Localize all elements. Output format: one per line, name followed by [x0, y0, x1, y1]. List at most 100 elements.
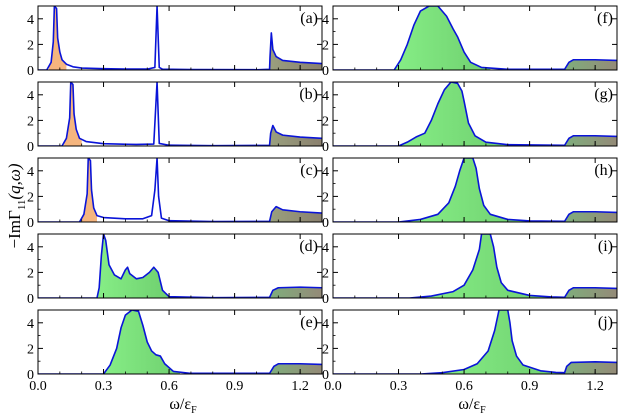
panel-e-fill-1 — [269, 363, 322, 374]
panel-e-label: (e) — [300, 314, 318, 331]
panel-h-curve — [333, 158, 617, 222]
x-tick-label: 0.3 — [95, 379, 113, 394]
panel-g-curve — [333, 82, 617, 146]
y-tick-label: 0 — [27, 140, 34, 155]
panel-h-frame — [332, 157, 618, 223]
panel-d-frame — [37, 233, 323, 299]
panel-g: 0 2 4 (g) — [322, 81, 618, 155]
y-axis-label-main: −ImΓ — [5, 210, 24, 248]
panel-j-curve — [333, 310, 617, 374]
panel-j-label: (j) — [598, 314, 613, 331]
panel-f-fill-1 — [564, 59, 617, 70]
x-tick-label: 1.2 — [291, 379, 309, 394]
y-tick-label: 0 — [322, 64, 329, 79]
x-tick-label: 1.2 — [586, 379, 604, 394]
y-tick-label: 4 — [27, 89, 34, 104]
y-tick-label: 4 — [27, 13, 34, 28]
panel-b-fill-0 — [64, 82, 82, 146]
y-tick-label: 4 — [322, 241, 329, 256]
panel-f-fill-0 — [394, 6, 491, 70]
panel-e-frame — [37, 309, 323, 375]
x-tick-label: 0.9 — [521, 379, 539, 394]
x-tick-label: 0.6 — [455, 379, 473, 394]
x-axis-label-right: ω/εF — [458, 396, 486, 416]
x-tick-label: 0.3 — [390, 379, 408, 394]
y-tick-label: 0 — [27, 292, 34, 307]
panel-j-fill-1 — [564, 361, 617, 374]
y-tick-label: 0 — [322, 368, 329, 383]
panel-i-curve — [333, 234, 617, 298]
panel-f-frame — [332, 5, 618, 71]
panel-i-frame — [332, 233, 618, 299]
y-tick-label: 2 — [322, 38, 329, 53]
panel-i-fill-0 — [420, 234, 552, 298]
panel-g-label: (g) — [594, 86, 613, 103]
y-tick-label: 0 — [27, 216, 34, 231]
panel-b-curve — [38, 82, 322, 146]
svg-text:−ImΓ11(q,ω): −ImΓ11(q,ω) — [5, 163, 28, 248]
panel-d-label: (d) — [299, 238, 318, 255]
y-tick-label: 2 — [27, 342, 34, 357]
panel-j: 0 2 4 0.0 0.3 0.6 0.9 1.2 (j) — [322, 309, 618, 394]
y-tick-label: 4 — [27, 165, 34, 180]
y-tick-label: 2 — [322, 114, 329, 129]
y-tick-label: 2 — [27, 114, 34, 129]
y-tick-label: 4 — [322, 165, 329, 180]
y-tick-label: 4 — [322, 89, 329, 104]
panel-h-fill-0 — [409, 158, 530, 222]
y-tick-label: 0 — [322, 216, 329, 231]
panel-j-fill-0 — [431, 310, 563, 374]
y-tick-label: 2 — [322, 342, 329, 357]
panel-d: 0 2 4 (d) — [27, 233, 323, 307]
panel-b-frame — [37, 81, 323, 147]
y-tick-label: 0 — [322, 140, 329, 155]
panel-c-curve — [38, 158, 322, 222]
panel-f: 0 2 4 (f) — [322, 5, 618, 79]
panel-a-frame — [37, 5, 323, 71]
y-tick-label: 0 — [27, 368, 34, 383]
panel-b: 0 2 4 (b) — [27, 81, 323, 155]
y-tick-label: 4 — [27, 317, 34, 332]
panels-group: 0 2 4 (a) 0 2 4 (b) 0 2 4 (c) 0 2 4 (d) 0 2 4 0.0 0.3 0.6 0.9 1… — [27, 5, 618, 394]
y-tick-label: 2 — [27, 38, 34, 53]
x-tick-label: 0.0 — [29, 379, 47, 394]
panel-h-fill-1 — [564, 211, 617, 222]
x-tick-label: 0.0 — [324, 379, 342, 394]
y-tick-label: 2 — [322, 266, 329, 281]
panel-d-curve — [38, 234, 322, 298]
panel-i-label: (i) — [598, 238, 613, 255]
panel-i: 0 2 4 (i) — [322, 233, 618, 307]
panel-c-fill-1 — [269, 206, 322, 222]
x-tick-label: 0.9 — [226, 379, 244, 394]
panel-i-fill-1 — [564, 287, 617, 298]
y-axis-label-args: (q,ω) — [5, 163, 24, 199]
y-tick-label: 0 — [322, 292, 329, 307]
y-tick-label: 4 — [27, 241, 34, 256]
x-tick-label: 0.6 — [160, 379, 178, 394]
x-axis-label-left-main: ω/ε — [169, 396, 191, 413]
panel-f-curve — [333, 6, 617, 70]
y-tick-label: 2 — [27, 266, 34, 281]
y-axis-label-sub: 11 — [16, 200, 28, 211]
panel-d-fill-1 — [269, 287, 322, 298]
panel-g-fill-0 — [398, 82, 508, 146]
x-axis-label-right-sub: F — [480, 405, 486, 416]
panel-c-frame — [37, 157, 323, 223]
y-tick-label: 0 — [27, 64, 34, 79]
x-axis-label-left-sub: F — [191, 405, 197, 416]
panel-a-fill-1 — [269, 32, 322, 70]
x-axis-label-right-main: ω/ε — [458, 396, 480, 413]
panel-a-label: (a) — [300, 10, 318, 27]
panel-b-fill-1 — [269, 125, 322, 146]
y-tick-label: 2 — [322, 190, 329, 205]
y-tick-label: 4 — [322, 317, 329, 332]
panel-g-fill-1 — [564, 135, 617, 146]
panel-a: 0 2 4 (a) — [27, 5, 323, 79]
y-tick-label: 4 — [322, 13, 329, 28]
panel-h: 0 2 4 (h) — [322, 157, 618, 231]
panel-f-label: (f) — [597, 10, 613, 27]
panel-g-frame — [332, 81, 618, 147]
panel-e-curve — [38, 310, 322, 374]
y-tick-label: 2 — [27, 190, 34, 205]
panel-b-label: (b) — [299, 86, 318, 103]
